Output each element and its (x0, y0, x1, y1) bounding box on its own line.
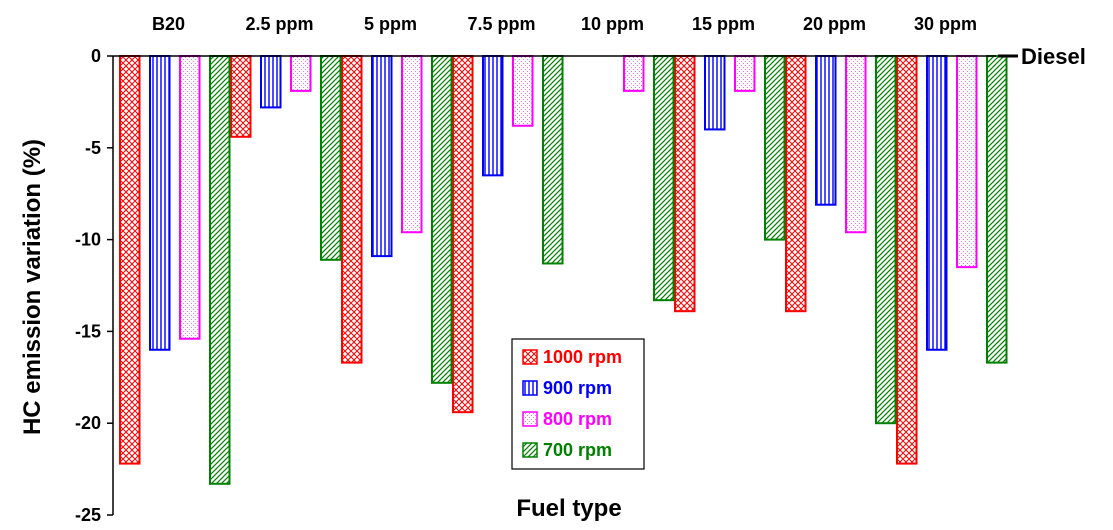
category-label: 15 ppm (692, 14, 755, 34)
bar-1000-rpm-7-5-ppm (452, 55, 474, 414)
y-ticks: 0 -5 -10 -15 -20 -25 (75, 46, 113, 525)
category-label: 30 ppm (914, 14, 977, 34)
y-tick-label: -5 (85, 138, 101, 158)
bar-800-rpm-20-ppm (845, 55, 867, 234)
bar-900-rpm-30-ppm (926, 55, 948, 351)
category-label: 2.5 ppm (245, 14, 313, 34)
legend-swatch-700-rpm (522, 442, 538, 458)
bar-700-rpm-7-5-ppm (542, 55, 564, 265)
x-axis-title: Fuel type (516, 495, 621, 522)
legend-swatch-1000-rpm (522, 349, 538, 365)
bar-700-rpm-5-ppm (431, 55, 453, 384)
reference-line-label: Diesel (1021, 44, 1086, 69)
legend-label-800-rpm: 800 rpm (543, 409, 612, 429)
bar-900-rpm-5-ppm (371, 55, 393, 258)
bar-900-rpm-20-ppm (815, 55, 837, 206)
bar-800-rpm-b20 (179, 55, 201, 340)
category-label: 5 ppm (364, 14, 417, 34)
bar-1000-rpm-15-ppm (674, 55, 696, 313)
bar-900-rpm-b20 (149, 55, 171, 351)
bar-1000-rpm-5-ppm (341, 55, 363, 364)
bar-1000-rpm-20-ppm (785, 55, 807, 313)
bar-800-rpm-10-ppm (623, 55, 645, 92)
bar-700-rpm-20-ppm (875, 55, 897, 425)
y-tick-label: 0 (91, 46, 101, 66)
bar-1000-rpm-30-ppm (896, 55, 918, 465)
bar-700-rpm-2-5-ppm (320, 55, 342, 261)
category-label: 7.5 ppm (467, 14, 535, 34)
category-label: B20 (152, 14, 185, 34)
bar-900-rpm-2-5-ppm (260, 55, 282, 109)
bar-1000-rpm-b20 (119, 55, 141, 465)
bar-800-rpm-15-ppm (734, 55, 756, 92)
legend-label-700-rpm: 700 rpm (543, 440, 612, 460)
legend-swatch-800-rpm (522, 411, 538, 427)
bar-700-rpm-b20 (209, 55, 231, 485)
legend-label-900-rpm: 900 rpm (543, 378, 612, 398)
bar-700-rpm-15-ppm (764, 55, 786, 241)
bar-800-rpm-7-5-ppm (512, 55, 534, 127)
y-tick-label: -20 (75, 413, 101, 433)
legend-swatch-900-rpm (522, 380, 538, 396)
bar-800-rpm-30-ppm (956, 55, 978, 269)
bar-800-rpm-5-ppm (401, 55, 423, 234)
y-tick-label: -25 (75, 505, 101, 525)
bar-1000-rpm-2-5-ppm (230, 55, 252, 138)
bar-900-rpm-15-ppm (704, 55, 726, 131)
category-label: 10 ppm (581, 14, 644, 34)
bar-700-rpm-30-ppm (986, 55, 1008, 364)
category-labels: B20 2.5 ppm 5 ppm 7.5 ppm 10 ppm 15 ppm 20 ppm… (152, 14, 977, 34)
legend: 1000 rpm 900 rpm 800 rpm 700 rpm (511, 338, 645, 470)
y-tick-label: -10 (75, 230, 101, 250)
y-axis-title: HC emission variation (%) (19, 139, 46, 435)
bar-800-rpm-2-5-ppm (290, 55, 312, 92)
bar-700-rpm-10-ppm (653, 55, 675, 302)
bar-900-rpm-7-5-ppm (482, 55, 504, 177)
legend-label-1000-rpm: 1000 rpm (543, 347, 622, 367)
category-label: 20 ppm (803, 14, 866, 34)
y-tick-label: -15 (75, 321, 101, 341)
